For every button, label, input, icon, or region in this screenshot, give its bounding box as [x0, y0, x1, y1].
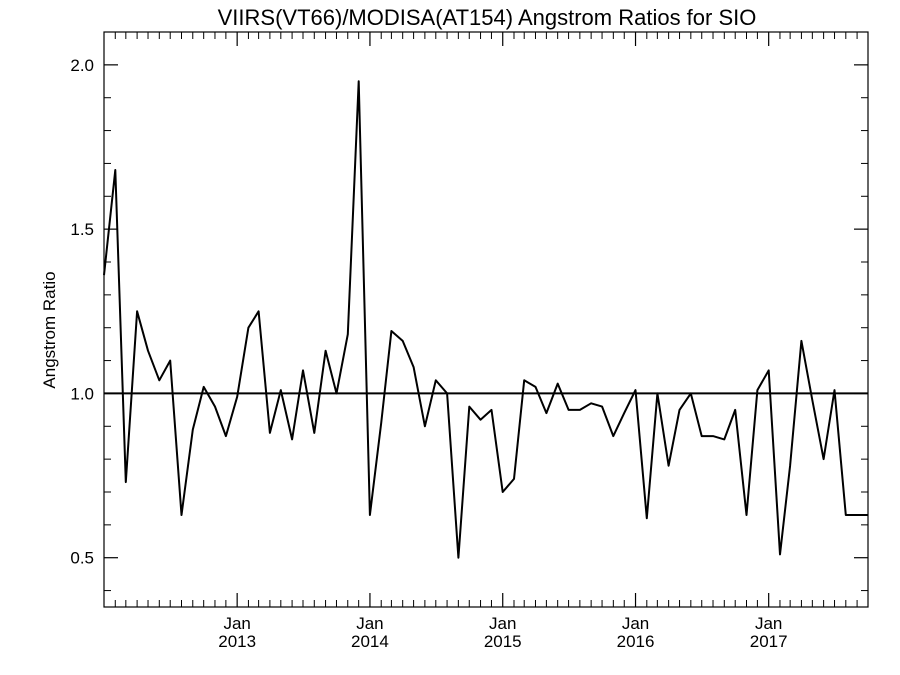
- x-tick-label-month: Jan: [356, 614, 383, 633]
- x-tick-label-month: Jan: [622, 614, 649, 633]
- x-tick-label-year: 2017: [750, 632, 788, 651]
- y-tick-label: 2.0: [70, 56, 94, 75]
- x-tick-label-year: 2014: [351, 632, 389, 651]
- y-tick-label: 1.0: [70, 384, 94, 403]
- x-tick-label-year: 2013: [218, 632, 256, 651]
- y-axis-label: Angstrom Ratio: [40, 271, 59, 388]
- x-tick-label-month: Jan: [755, 614, 782, 633]
- y-tick-label: 1.5: [70, 220, 94, 239]
- plot-frame: [103, 31, 869, 608]
- y-tick-label: 0.5: [70, 549, 94, 568]
- y-ticks: 0.5 1.0 1.5 2.0: [70, 56, 868, 592]
- series-line: [103, 80, 868, 559]
- x-tick-label-year: 2016: [617, 632, 655, 651]
- x-tick-label-month: Jan: [489, 614, 516, 633]
- x-tick-label-month: Jan: [223, 614, 250, 633]
- chart-title: VIIRS(VT66)/MODISA(AT154) Angstrom Ratio…: [218, 5, 757, 30]
- x-tick-label-year: 2015: [484, 632, 522, 651]
